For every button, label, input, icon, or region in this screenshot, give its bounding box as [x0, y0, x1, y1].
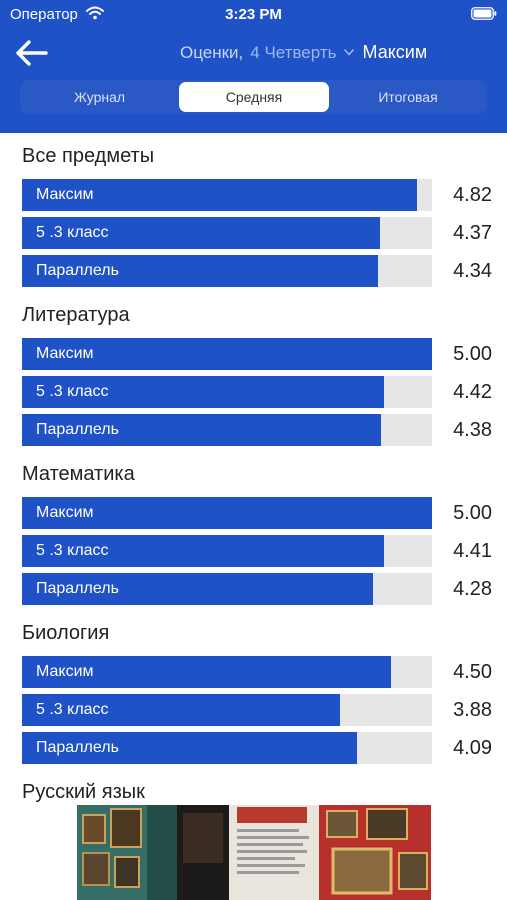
- bar-track: 5 .3 класс: [22, 694, 432, 726]
- subject-title: Биология: [22, 622, 110, 644]
- bar-fill: [22, 694, 341, 726]
- wifi-icon: [86, 6, 104, 20]
- subject-title: Литература: [22, 304, 130, 326]
- bar-track: Максим: [22, 338, 432, 370]
- bar-row: Параллель 4.28: [22, 573, 492, 605]
- bar-fill: [22, 656, 391, 688]
- back-button[interactable]: [12, 36, 50, 70]
- period-dropdown[interactable]: 4 Четверть: [250, 43, 337, 62]
- bar-label: 5 .3 класс: [36, 542, 109, 559]
- bar-row: 5 .3 класс 3.88: [22, 694, 492, 726]
- bar-value: 4.09: [453, 737, 492, 759]
- bar-value: 3.88: [453, 699, 492, 721]
- bar-value: 4.38: [453, 419, 492, 441]
- battery-icon: [471, 7, 497, 20]
- bar-fill: [22, 535, 384, 567]
- bar-label: 5 .3 класс: [36, 224, 109, 241]
- grade-type-tabs: Журнал Средняя Итоговая: [20, 80, 487, 114]
- bar-track: Параллель: [22, 255, 432, 287]
- subject-title: Математика: [22, 463, 135, 485]
- content-image: [77, 805, 431, 900]
- student-name: Максим: [362, 42, 428, 62]
- tab-final[interactable]: Итоговая: [378, 89, 438, 105]
- bar-track: Параллель: [22, 573, 432, 605]
- bar-value: 4.28: [453, 578, 492, 600]
- bar-label: Параллель: [36, 262, 119, 279]
- subject-title: Русский язык: [22, 781, 145, 803]
- bar-fill: [22, 573, 373, 605]
- bar-fill: [22, 338, 432, 370]
- museum-photo: [77, 805, 431, 900]
- bar-label: Максим: [36, 186, 94, 203]
- bar-value: 4.41: [453, 540, 492, 562]
- bar-track: 5 .3 класс: [22, 376, 432, 408]
- bar-row: 5 .3 класс 4.42: [22, 376, 492, 408]
- bar-row: Максим 4.82: [22, 179, 492, 211]
- bar-label: 5 .3 класс: [36, 701, 109, 718]
- bar-label: 5 .3 класс: [36, 383, 109, 400]
- bar-value: 4.34: [453, 260, 492, 282]
- bar-row: Параллель 4.09: [22, 732, 492, 764]
- bar-value: 4.82: [453, 184, 492, 206]
- bar-label: Параллель: [36, 580, 119, 597]
- bar-fill: [22, 376, 385, 408]
- tab-journal[interactable]: Журнал: [73, 89, 126, 105]
- status-time: 3:23 PM: [225, 6, 282, 23]
- carrier-label: Оператор: [10, 6, 78, 23]
- bar-row: Параллель 4.34: [22, 255, 492, 287]
- bar-track: Параллель: [22, 732, 432, 764]
- bar-label: Максим: [36, 345, 94, 362]
- bar-row: Максим 4.50: [22, 656, 492, 688]
- bar-value: 5.00: [453, 343, 492, 365]
- header: Оператор 3:23 PM Оценки, 4 Четверть Мак: [0, 0, 507, 133]
- tab-average[interactable]: Средняя: [179, 82, 329, 112]
- bar-track: Максим: [22, 656, 432, 688]
- bar-track: Максим: [22, 497, 432, 529]
- bar-row: Максим 5.00: [22, 338, 492, 370]
- bar-label: Максим: [36, 504, 94, 521]
- averages-list[interactable]: Все предметы Максим 4.82 5 .3 класс 4.37…: [0, 133, 507, 900]
- bar-fill: [22, 497, 432, 529]
- status-bar: Оператор 3:23 PM: [0, 0, 507, 30]
- bar-fill: [22, 732, 358, 764]
- bar-track: Максим: [22, 179, 432, 211]
- bar-fill: [22, 179, 418, 211]
- page-title: Оценки,: [180, 43, 244, 62]
- subject-title: Все предметы: [22, 145, 155, 167]
- nav-title-group: Оценки, 4 Четверть Максим: [180, 42, 427, 63]
- bar-track: 5 .3 класс: [22, 217, 432, 249]
- bar-value: 4.37: [453, 222, 492, 244]
- bar-track: Параллель: [22, 414, 432, 446]
- bar-label: Максим: [36, 663, 94, 680]
- bar-value: 4.42: [453, 381, 492, 403]
- bar-row: Максим 5.00: [22, 497, 492, 529]
- bar-fill: [22, 255, 378, 287]
- bar-label: Параллель: [36, 421, 119, 438]
- bar-label: Параллель: [36, 739, 119, 756]
- arrow-left-icon: [16, 40, 48, 66]
- bar-fill: [22, 414, 382, 446]
- bar-value: 5.00: [453, 502, 492, 524]
- bar-row: 5 .3 класс 4.41: [22, 535, 492, 567]
- bar-row: 5 .3 класс 4.37: [22, 217, 492, 249]
- bar-track: 5 .3 класс: [22, 535, 432, 567]
- bar-fill: [22, 217, 381, 249]
- bar-row: Параллель 4.38: [22, 414, 492, 446]
- bar-value: 4.50: [453, 661, 492, 683]
- chevron-down-icon[interactable]: [343, 49, 354, 56]
- nav-bar: Оценки, 4 Четверть Максим: [0, 30, 507, 76]
